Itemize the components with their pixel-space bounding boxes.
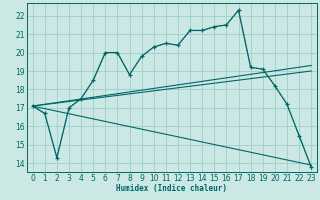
X-axis label: Humidex (Indice chaleur): Humidex (Indice chaleur) [116,184,228,193]
